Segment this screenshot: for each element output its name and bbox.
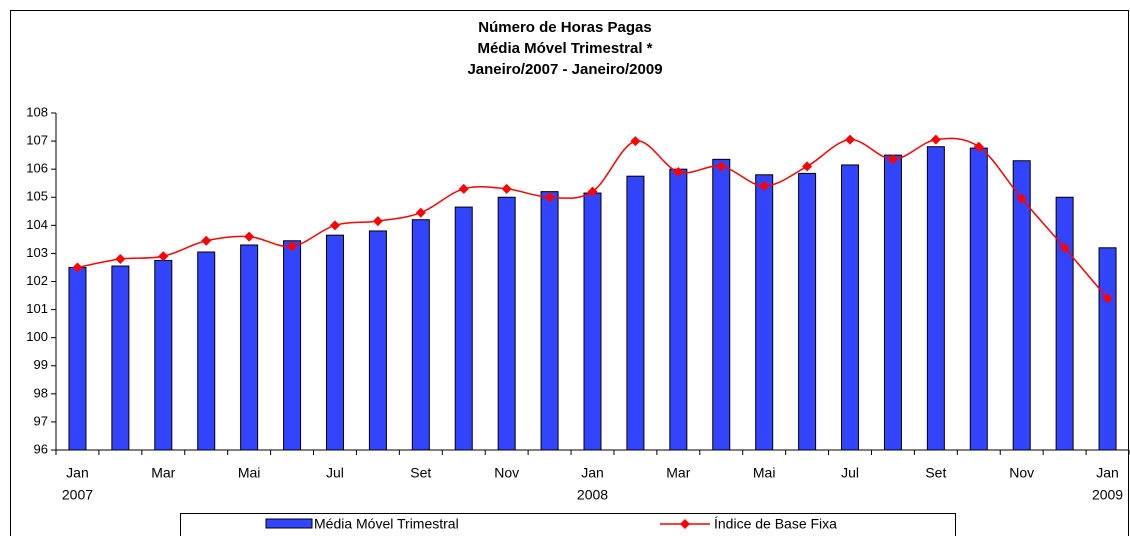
y-tick-label: 105 (26, 189, 48, 204)
chart-title: Número de Horas Pagas (478, 19, 651, 36)
bar (368, 230, 387, 451)
x-tick-label: Nov (1009, 465, 1034, 481)
legend-swatch (265, 518, 313, 529)
x-tick-label: Jul (841, 465, 859, 481)
marker (458, 183, 469, 194)
bar (841, 164, 860, 451)
marker (1059, 242, 1070, 253)
marker (716, 161, 727, 172)
bar (325, 234, 344, 451)
marker (115, 254, 126, 265)
y-tick-label: 101 (26, 301, 48, 316)
bar (798, 172, 817, 451)
marker (973, 141, 984, 152)
x-year-label: 2007 (62, 487, 93, 503)
x-tick-label: Set (410, 465, 431, 481)
bar (497, 196, 516, 451)
x-tick-label: Mar (666, 465, 690, 481)
marker (501, 183, 512, 194)
chart-border (10, 10, 1129, 536)
marker (372, 216, 383, 227)
marker (673, 166, 684, 177)
bar (283, 240, 302, 451)
bar (883, 154, 902, 451)
x-tick-label: Mar (151, 465, 175, 481)
bar (411, 219, 430, 451)
bar (669, 168, 688, 451)
x-year-label: 2009 (1092, 487, 1123, 503)
chart-subtitle: Janeiro/2007 - Janeiro/2009 (467, 61, 662, 78)
bar (454, 206, 473, 451)
y-tick-label: 107 (26, 133, 48, 148)
bar (926, 146, 945, 451)
marker (587, 186, 598, 197)
marker (544, 192, 555, 203)
y-tick-label: 99 (34, 357, 48, 372)
marker (1102, 293, 1113, 304)
legend-label: Índice de Base Fixa (714, 516, 837, 532)
x-tick-label: Jan (66, 465, 89, 481)
y-tick-label: 102 (26, 273, 48, 288)
y-tick-label: 108 (26, 104, 48, 119)
y-tick-label: 100 (26, 329, 48, 344)
bar (154, 259, 173, 451)
legend-label: Média Móvel Trimestral (314, 516, 459, 532)
bar (712, 158, 731, 451)
bar (969, 147, 988, 451)
y-tick-label: 96 (34, 441, 48, 456)
x-tick-label: Jan (1096, 465, 1119, 481)
x-tick-label: Nov (494, 465, 519, 481)
bar (111, 265, 130, 451)
legend-swatch (680, 519, 690, 529)
y-tick-label: 106 (26, 161, 48, 176)
y-tick-label: 97 (34, 413, 48, 428)
bar (540, 191, 559, 451)
marker (72, 262, 83, 273)
chart-subtitle: Média Móvel Trimestral * (477, 40, 652, 57)
bar (626, 175, 645, 451)
bar (197, 251, 216, 451)
bar (1055, 196, 1074, 451)
x-tick-label: Jan (581, 465, 604, 481)
marker (930, 134, 941, 145)
bar (240, 244, 259, 451)
x-tick-label: Jul (326, 465, 344, 481)
bar (583, 192, 602, 451)
legend (180, 513, 956, 536)
x-tick-label: Set (925, 465, 946, 481)
marker (1016, 193, 1027, 204)
marker (201, 235, 212, 246)
marker (759, 181, 770, 192)
marker (244, 231, 255, 242)
x-year-label: 2008 (577, 487, 608, 503)
x-tick-label: Mai (238, 465, 261, 481)
marker (158, 251, 169, 262)
marker (287, 241, 298, 252)
bar (755, 174, 774, 451)
y-tick-label: 103 (26, 245, 48, 260)
marker (415, 207, 426, 218)
bar (1012, 160, 1031, 451)
marker (802, 161, 813, 172)
bar (1098, 247, 1117, 451)
marker (630, 136, 641, 147)
x-tick-label: Mai (753, 465, 776, 481)
marker (845, 134, 856, 145)
marker (329, 220, 340, 231)
y-tick-label: 98 (34, 385, 48, 400)
marker (887, 154, 898, 165)
bar (68, 266, 87, 451)
y-tick-label: 104 (26, 217, 48, 232)
